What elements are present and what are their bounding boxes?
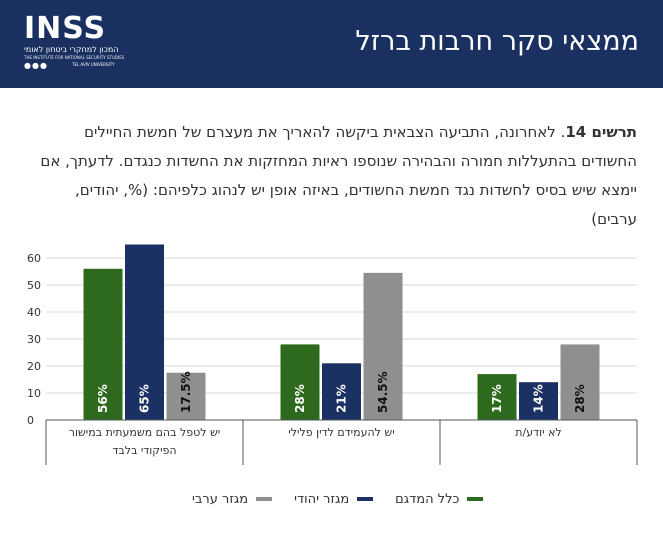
- bar: [322, 363, 361, 420]
- page-title: ממצאי סקר חרבות ברזל: [355, 26, 639, 57]
- y-tick-label: 10: [27, 387, 41, 400]
- y-tick-label: 20: [27, 360, 41, 373]
- data-label: 17%: [490, 384, 504, 413]
- bar: [363, 272, 403, 420]
- bar: [280, 344, 320, 420]
- category-label: יש לטפל בהם משמעתית במישור: [69, 426, 220, 439]
- data-label: 28%: [573, 384, 587, 413]
- logo-english-text: THE INSTITUTE FOR NATIONAL SECURITY STUD…: [24, 55, 125, 60]
- legend-label-all: כלל המדגם: [395, 491, 460, 507]
- category-label: לא יודע/ת: [515, 426, 561, 439]
- y-tick-label: 60: [27, 252, 41, 265]
- y-tick-label: 40: [27, 306, 41, 319]
- data-label: 65%: [138, 384, 152, 413]
- bar: [477, 374, 517, 420]
- bar: [125, 244, 164, 420]
- header-bar: INSS המכון למחקרי ביטחון לאומי THE INSTI…: [0, 0, 663, 88]
- chart-legend: כלל המדגם מגזר יהודי מגזר ערבי: [170, 489, 484, 509]
- y-tick-label: 50: [27, 279, 41, 292]
- inss-logo[interactable]: INSS המכון למחקרי ביטחון לאומי THE INSTI…: [24, 14, 124, 76]
- bar: [83, 268, 123, 420]
- question-text: . לאחרונה, התביעה הצבאית ביקשה להאריך את…: [40, 123, 637, 228]
- social-icons: ●●●: [24, 61, 48, 70]
- data-label: 54.5%: [376, 371, 390, 413]
- legend-item-arab: מגזר ערבי: [192, 491, 273, 507]
- bar-chart: 0 10 20 30 40 50 60 56% 65% 17.5% יש לטפל בהם משמע…: [27, 244, 638, 465]
- data-label: 17.5%: [179, 371, 193, 413]
- category-label: הפיקודי בלבד: [112, 444, 176, 457]
- chart-number: תרשים 14: [565, 123, 637, 141]
- legend-swatch-jewish: [357, 497, 374, 501]
- chart-question: תרשים 14. לאחרונה, התביעה הצבאית ביקשה ל…: [37, 118, 637, 234]
- data-label: 21%: [335, 384, 349, 413]
- legend-label-jewish: מגזר יהודי: [294, 491, 350, 507]
- logo-hebrew-text: המכון למחקרי ביטחון לאומי: [24, 45, 119, 54]
- data-label: 28%: [293, 384, 307, 413]
- data-label: 14%: [532, 384, 546, 413]
- logo-university-text: TEL AVIV UNIVERSITY: [72, 62, 115, 67]
- legend-item-all: כלל המדגם: [395, 491, 484, 507]
- legend-item-jewish: מגזר יהודי: [294, 491, 374, 507]
- y-tick-label: 0: [27, 414, 34, 427]
- legend-label-arab: מגזר ערבי: [192, 491, 249, 507]
- category-label: יש להעמידם לדין פלילי: [288, 426, 394, 439]
- bar: [519, 382, 558, 420]
- logo-text: INSS: [24, 11, 107, 46]
- y-tick-label: 30: [27, 333, 41, 346]
- bar: [166, 372, 206, 420]
- data-label: 56%: [96, 384, 110, 413]
- legend-swatch-arab: [256, 497, 273, 501]
- legend-swatch-all: [467, 497, 484, 501]
- bar: [560, 344, 600, 420]
